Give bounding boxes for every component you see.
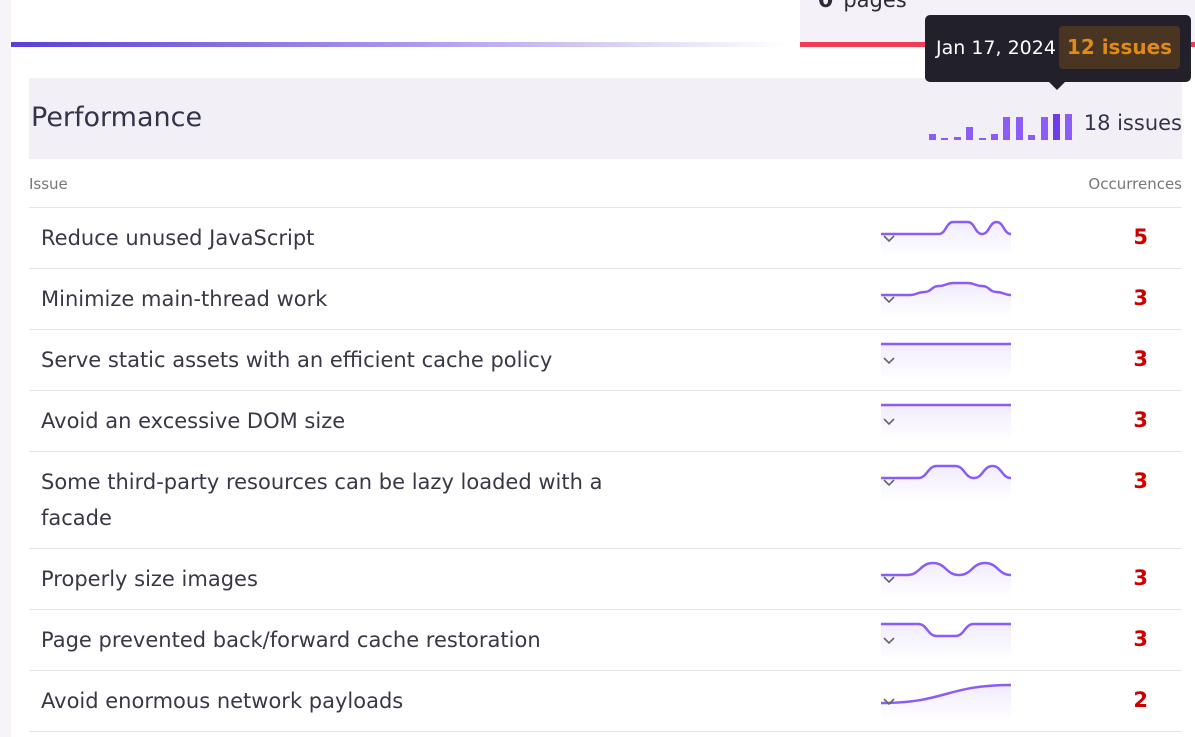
sparkline-line xyxy=(881,281,1011,297)
issue-label: Page prevented back/forward cache restor… xyxy=(41,628,541,652)
issue-row[interactable]: Reduce unused JavaScript 5 xyxy=(29,207,1182,268)
occurrence-count: 3 xyxy=(1133,286,1148,310)
occurrence-count: 3 xyxy=(1133,566,1148,590)
sparkline-area xyxy=(881,466,1011,502)
issue-label: Properly size images xyxy=(41,567,258,591)
sparkline-line xyxy=(881,622,1011,638)
occurrence-count: 3 xyxy=(1133,469,1148,493)
issue-row[interactable]: Serve static assets with an efficient ca… xyxy=(29,329,1182,390)
sparkline-line xyxy=(881,683,1011,705)
chevron-down-icon[interactable] xyxy=(881,474,897,490)
summary-progress-bar xyxy=(11,42,786,47)
issue-sparkline xyxy=(881,403,1011,441)
sparkline-line xyxy=(881,220,1011,236)
trend-bar[interactable] xyxy=(953,136,961,140)
sparkline-line xyxy=(881,561,1011,577)
sparkline-area xyxy=(881,222,1011,258)
chevron-down-icon[interactable] xyxy=(881,291,897,307)
issue-sparkline xyxy=(881,342,1011,380)
trend-bar[interactable] xyxy=(929,133,936,140)
trend-bar[interactable] xyxy=(1040,117,1048,140)
occurrence-count: 3 xyxy=(1133,408,1148,432)
issue-row[interactable]: Properly size images 3 xyxy=(29,548,1182,609)
issue-label: Some third-party resources can be lazy l… xyxy=(41,470,603,530)
trend-bar[interactable] xyxy=(1053,114,1060,140)
trend-bar[interactable] xyxy=(1028,135,1036,140)
issue-sparkline xyxy=(881,220,1011,258)
pages-count: 0 xyxy=(818,0,834,13)
issue-row[interactable]: Avoid enormous network payloads 2 xyxy=(29,670,1182,731)
sparkline-area xyxy=(881,405,1011,441)
pages-label: pages xyxy=(843,0,907,12)
trend-bar[interactable] xyxy=(1003,117,1011,140)
trend-bar[interactable] xyxy=(1015,117,1023,140)
issue-row[interactable]: Minimize main-thread work 3 xyxy=(29,268,1182,329)
chevron-down-icon[interactable] xyxy=(881,571,897,587)
chevron-down-icon[interactable] xyxy=(881,632,897,648)
issue-label: Minimize main-thread work xyxy=(41,287,328,311)
issue-sparkline xyxy=(881,622,1011,660)
occurrence-count: 3 xyxy=(1133,347,1148,371)
sparkline-area xyxy=(881,685,1011,721)
chevron-down-icon[interactable] xyxy=(881,693,897,709)
main-panel: 0 pages Performance 18 issues Issue Occur… xyxy=(11,0,1195,737)
section-title: Performance xyxy=(31,102,203,133)
performance-header: Performance 18 issues xyxy=(29,78,1182,159)
chevron-down-icon[interactable] xyxy=(881,352,897,368)
issue-label: Reduce unused JavaScript xyxy=(41,226,315,250)
tooltip-arrow xyxy=(1049,82,1065,90)
issue-sparkline xyxy=(881,464,1011,502)
sparkline-area xyxy=(881,344,1011,380)
occurrence-count: 2 xyxy=(1133,688,1148,712)
issue-label: Serve static assets with an efficient ca… xyxy=(41,348,553,372)
issue-label: Avoid an excessive DOM size xyxy=(41,409,346,433)
sparkline-area xyxy=(881,563,1011,599)
issue-sparkline xyxy=(881,281,1011,319)
trend-bar[interactable] xyxy=(1065,114,1073,140)
chevron-down-icon[interactable] xyxy=(881,230,897,246)
trend-bar[interactable] xyxy=(966,127,974,140)
tooltip-date: Jan 17, 2024 xyxy=(936,37,1056,59)
sparkline-line xyxy=(881,464,1011,480)
occurrence-count: 3 xyxy=(1133,627,1148,651)
issue-row[interactable]: Page prevented back/forward cache restor… xyxy=(29,609,1182,670)
tooltip-issues-badge: 12 issues xyxy=(1059,26,1180,69)
issue-sparkline xyxy=(881,561,1011,599)
chevron-down-icon[interactable] xyxy=(881,413,897,429)
occurrence-count: 5 xyxy=(1133,225,1148,249)
sparkline-area xyxy=(881,283,1011,319)
issue-label: Avoid enormous network payloads xyxy=(41,689,404,713)
trend-bar[interactable] xyxy=(978,138,986,140)
column-header-issue: Issue xyxy=(29,175,68,193)
trend-bar[interactable] xyxy=(941,138,949,140)
total-issues: 18 issues xyxy=(1083,111,1182,135)
sparkline-area xyxy=(881,624,1011,660)
issue-sparkline xyxy=(881,683,1011,721)
issue-row[interactable]: Some third-party resources can be lazy l… xyxy=(29,451,1182,548)
summary-card xyxy=(11,0,786,42)
row-divider xyxy=(29,731,1182,732)
issue-row[interactable]: Avoid an excessive DOM size 3 xyxy=(29,390,1182,451)
issue-trend-bars[interactable] xyxy=(929,108,1075,140)
column-header-occurrences: Occurrences xyxy=(1088,175,1182,193)
trend-tooltip: Jan 17, 2024 12 issues xyxy=(925,15,1191,90)
trend-bar[interactable] xyxy=(991,133,998,140)
